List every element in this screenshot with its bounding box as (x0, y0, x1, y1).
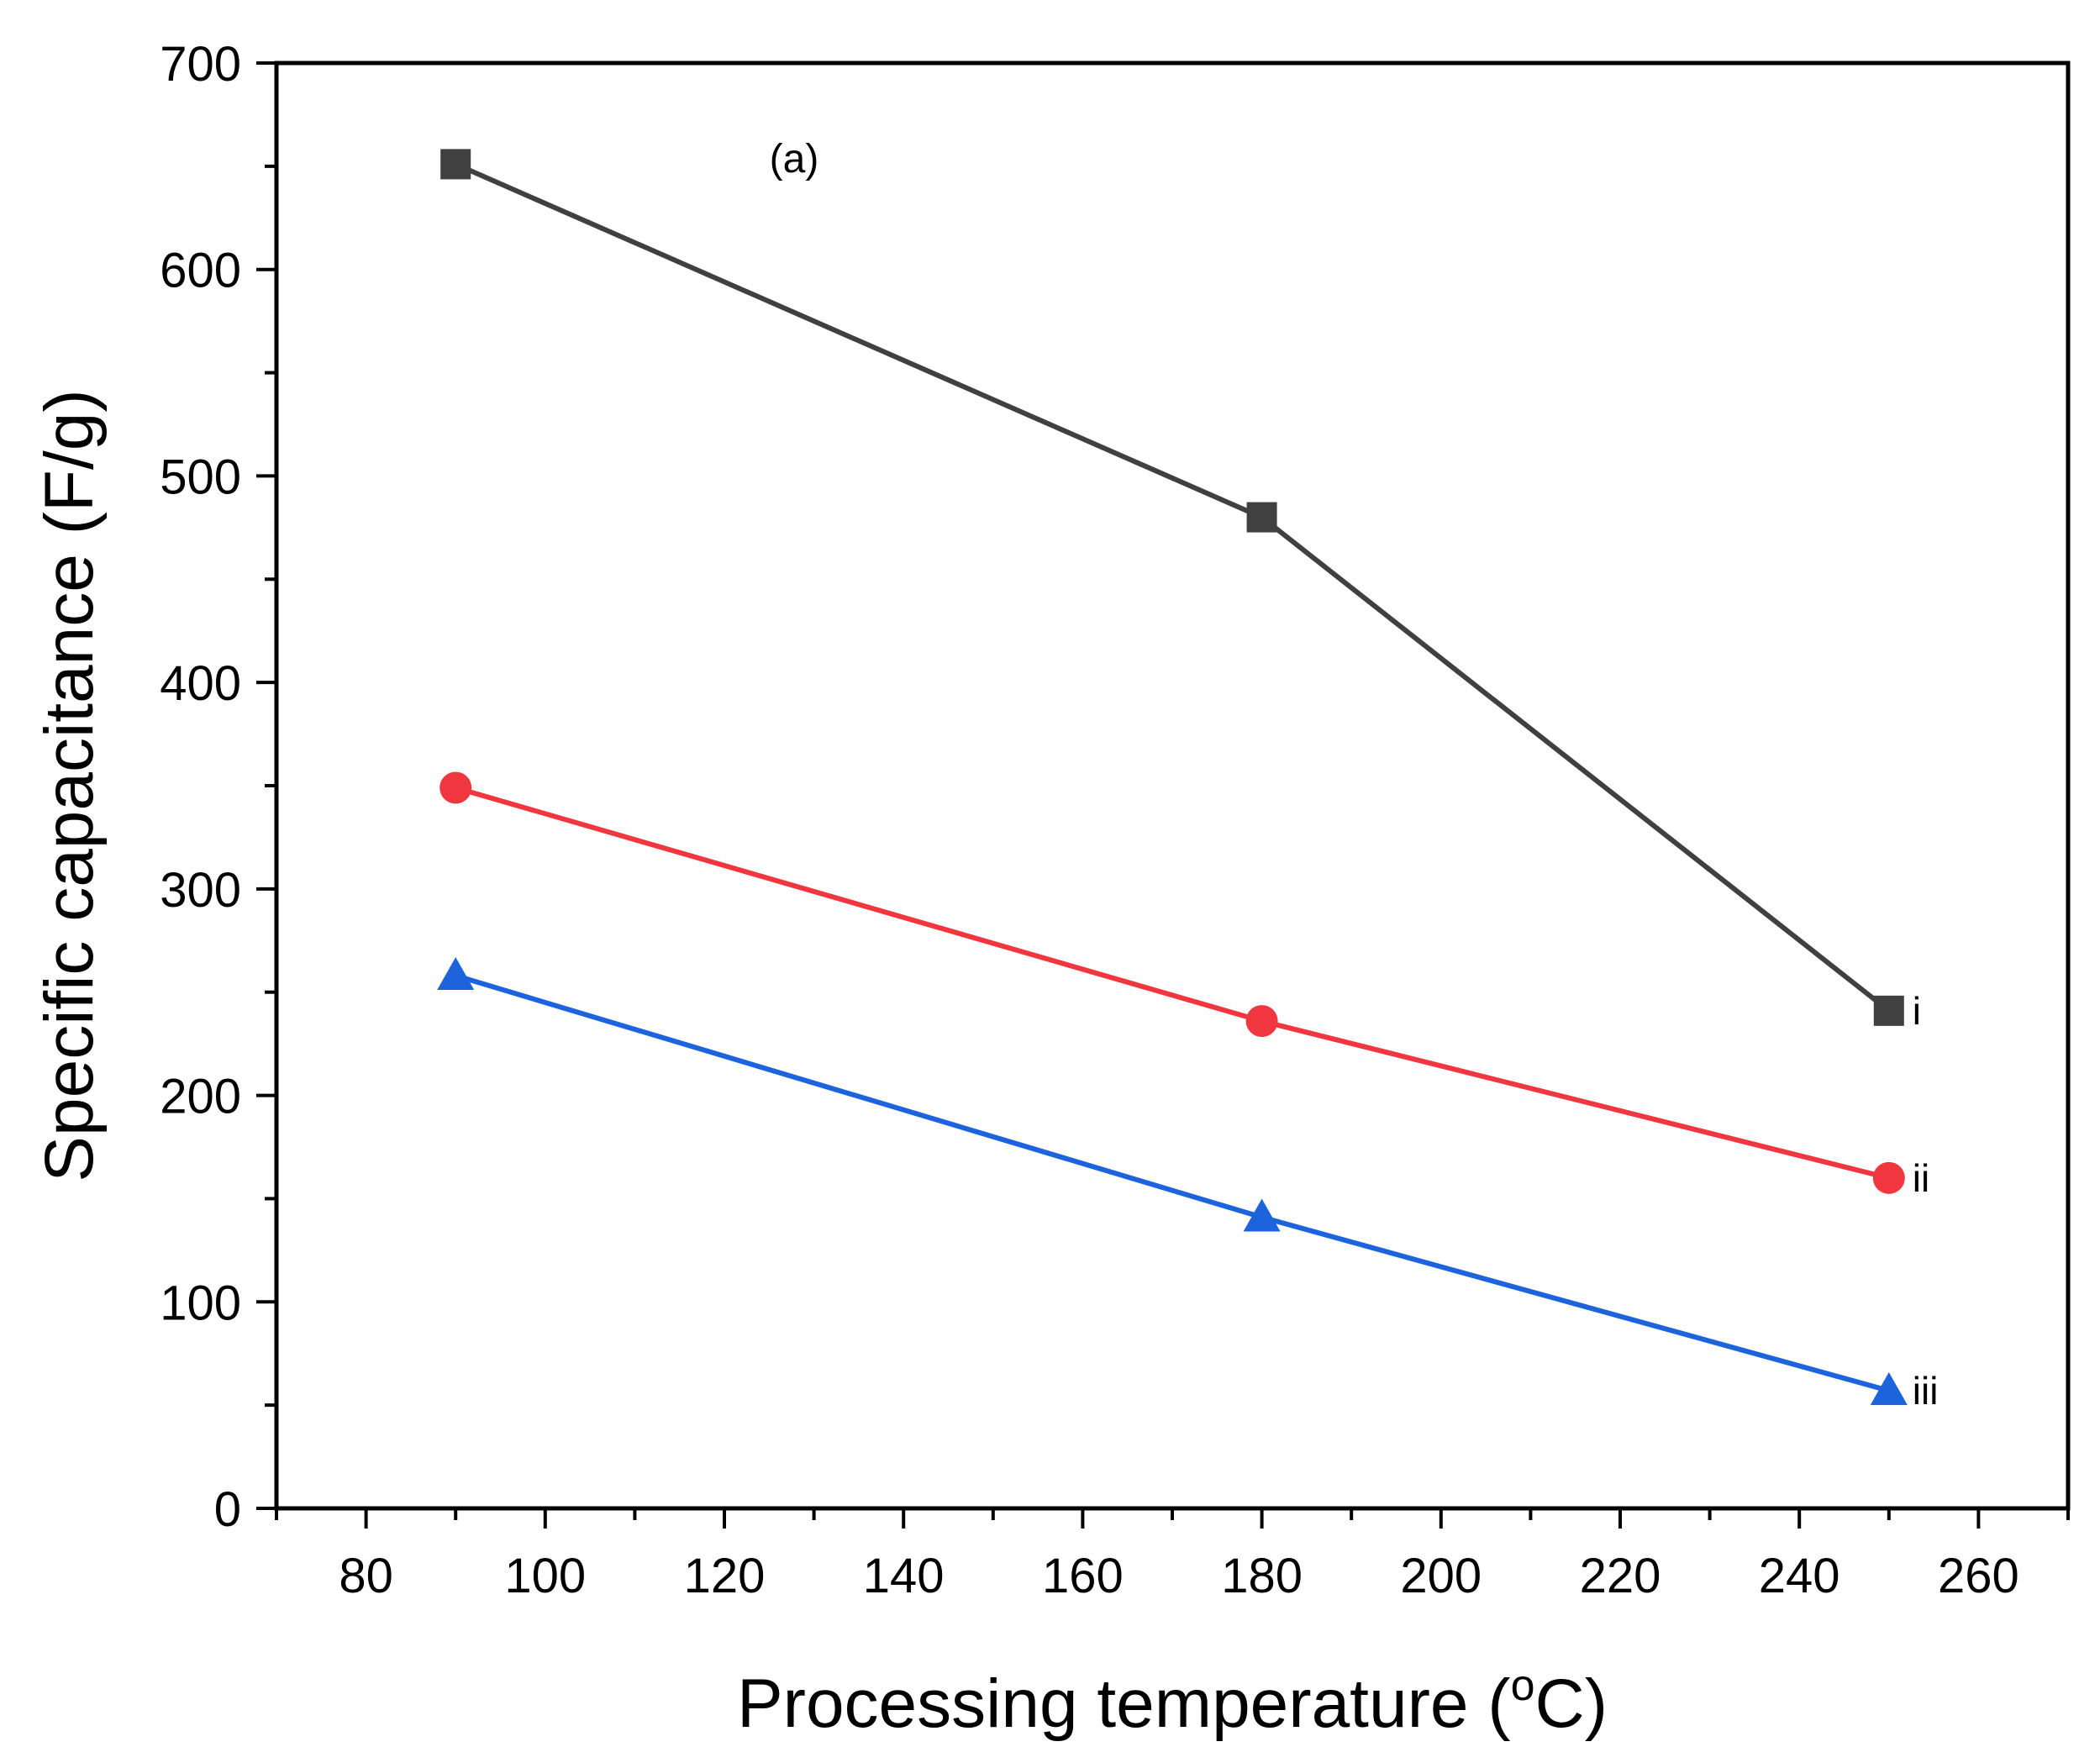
series-line-i (454, 161, 1891, 1013)
x-tick-label: 240 (1759, 1549, 1840, 1603)
series-line-ii (455, 785, 1890, 1181)
x-axis-title-unit-rest: C) (1535, 1665, 1608, 1742)
data-point-iii (1243, 1198, 1281, 1232)
plot-frame (274, 61, 2071, 1511)
y-tick-label: 100 (160, 1276, 241, 1330)
series-label-ii: ii (1913, 1156, 1929, 1200)
x-axis-title: Processing temperature (oC) (737, 1661, 1608, 1742)
y-tick-label: 200 (160, 1070, 241, 1124)
x-tick-label: 200 (1400, 1549, 1482, 1603)
x-axis-title-unit-open: ( (1487, 1665, 1510, 1742)
x-tick-label: 80 (339, 1549, 393, 1603)
x-tick-label: 180 (1221, 1549, 1303, 1603)
x-axis-title-main: Processing temperature (737, 1665, 1469, 1742)
y-tick-label: 0 (214, 1482, 241, 1537)
data-point-ii (1245, 1005, 1278, 1038)
data-point-ii (439, 771, 472, 804)
x-axis-ticks: 80 100 120 140 160 180 200 220 240 260 (275, 1508, 2070, 1603)
series-line-iii (455, 973, 1890, 1393)
series-label-iii: iii (1913, 1369, 1939, 1413)
x-tick-label: 140 (863, 1549, 945, 1603)
data-point-ii (1872, 1161, 1905, 1194)
data-point-i (440, 149, 471, 180)
data-point-iii (437, 957, 475, 991)
annotation-label: (a) (770, 137, 819, 182)
y-tick-label: 400 (160, 656, 241, 711)
y-tick-label: 700 (160, 37, 241, 92)
data-point-iii (1870, 1371, 1908, 1405)
x-tick-label: 220 (1580, 1549, 1661, 1603)
x-tick-label: 120 (684, 1549, 766, 1603)
data-point-i (1246, 502, 1277, 533)
y-axis-title: Specific capacitance (F/g) (31, 389, 108, 1181)
y-tick-label: 600 (160, 244, 241, 298)
x-tick-label: 100 (504, 1549, 586, 1603)
y-axis-ticks: 0 100 200 300 400 500 600 700 (160, 37, 276, 1537)
x-tick-label: 160 (1042, 1549, 1124, 1603)
data-point-i (1873, 995, 1904, 1026)
series-label-i: i (1913, 989, 1921, 1033)
x-tick-label: 260 (1938, 1549, 2019, 1603)
x-axis-title-unit-sup: o (1511, 1661, 1535, 1710)
y-tick-label: 500 (160, 450, 241, 504)
y-tick-label: 300 (160, 863, 241, 918)
